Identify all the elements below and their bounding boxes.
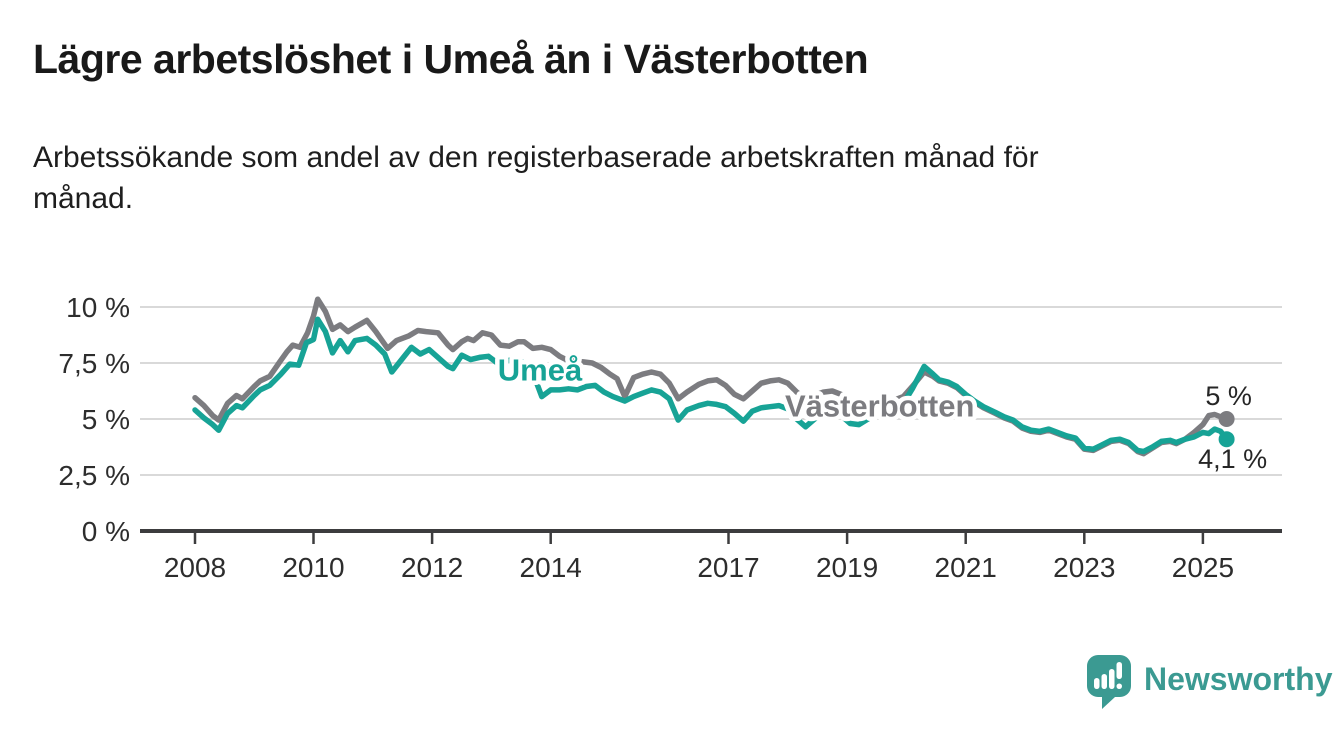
x-axis-label: 2014 — [520, 552, 582, 583]
x-axis-label: 2012 — [401, 552, 463, 583]
chart-subtitle-line1: Arbetssökande som andel av den registerb… — [33, 141, 1039, 174]
series-line-1 — [192, 316, 1230, 455]
newsworthy-logo: Newsworthy — [1086, 654, 1332, 710]
chart-subtitle: Arbetssökande som andel av den registerb… — [33, 137, 1273, 219]
series-inline-label-0: Västerbotten — [785, 389, 974, 424]
series-line-0 — [192, 296, 1230, 457]
newsworthy-wordmark: Newsworthy — [1144, 660, 1333, 697]
x-axis-label: 2025 — [1172, 552, 1234, 583]
speech-bubble-bar-chart-icon — [1087, 655, 1131, 709]
y-axis-label: 2,5 % — [58, 460, 130, 491]
x-axis-label: 2008 — [164, 552, 226, 583]
series-end-value-label-1: 4,1 % — [1198, 444, 1267, 474]
y-axis-label: 7,5 % — [58, 348, 130, 379]
series-end-value-label-0: 5 % — [1205, 381, 1252, 411]
x-axis-label: 2019 — [816, 552, 878, 583]
series-end-dot-0 — [1218, 411, 1235, 427]
page-title: Lägre arbetslöshet i Umeå än i Västerbot… — [33, 36, 869, 82]
x-axis-label: 2021 — [935, 552, 997, 583]
chart-subtitle-line2: månad. — [33, 182, 134, 215]
y-axis-label: 10 % — [66, 292, 130, 323]
x-axis-label: 2010 — [282, 552, 344, 583]
y-axis-label: 0 % — [82, 516, 130, 547]
series-inline-label-1: Umeå — [498, 353, 583, 388]
series-end-dot-1 — [1218, 431, 1235, 448]
x-axis-label: 2023 — [1053, 552, 1115, 583]
y-axis-label: 5 % — [82, 404, 130, 435]
x-axis-label: 2017 — [697, 552, 759, 583]
